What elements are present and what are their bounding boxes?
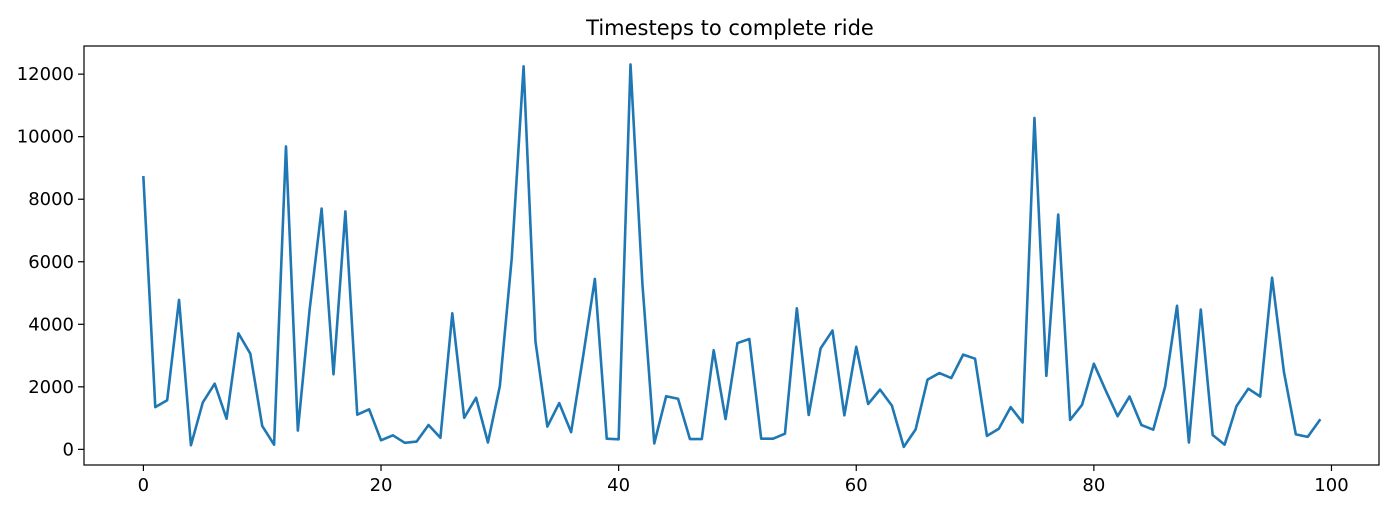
series-line [142,63,1322,449]
axes: 0 20 40 60 80 100 0 2000 4000 6000 8000 10000 12000 [17,64,1349,496]
axes-frame [83,45,1380,466]
x-tick-label: 20 [370,475,393,496]
x-tick-label: 40 [607,475,630,496]
chart-title: Timesteps to complete ride [585,16,874,40]
x-tick-label: 80 [1082,475,1105,496]
y-tick-label: 8000 [28,189,74,210]
y-tick-label: 0 [63,439,74,460]
y-tick-label: 10000 [17,127,74,148]
x-tick-label: 60 [845,475,868,496]
y-tick-label: 12000 [17,64,74,85]
x-tick-label: 100 [1314,475,1348,496]
plot-frame [83,45,1380,466]
y-tick-label: 2000 [28,377,74,398]
series-layer [142,63,1322,449]
y-tick-label: 6000 [28,252,74,273]
y-tick-label: 4000 [28,314,74,335]
x-tick-label: 0 [138,475,149,496]
